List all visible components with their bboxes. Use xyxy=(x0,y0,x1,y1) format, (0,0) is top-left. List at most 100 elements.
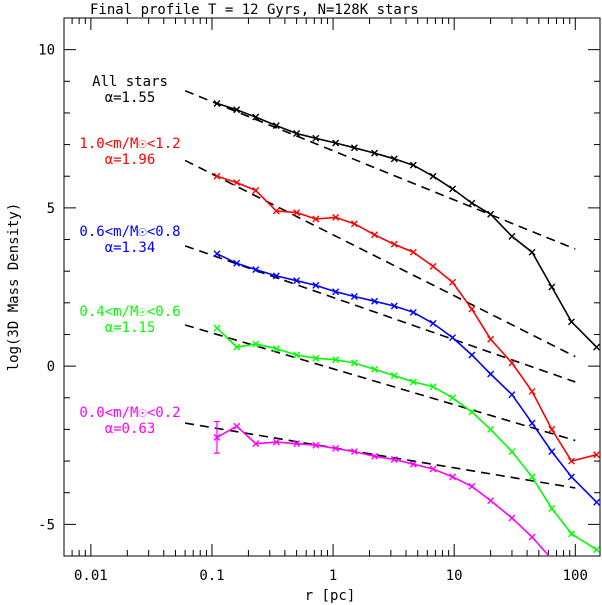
series-1 xyxy=(213,172,600,465)
data-point xyxy=(429,465,437,473)
data-point xyxy=(528,248,536,256)
data-point xyxy=(487,335,495,343)
data-point xyxy=(350,144,358,152)
data-point xyxy=(468,199,476,207)
data-point xyxy=(468,305,476,313)
fit-line xyxy=(184,159,576,358)
data-point xyxy=(312,281,320,289)
data-point xyxy=(350,448,358,456)
data-point xyxy=(252,266,260,274)
data-point xyxy=(371,149,379,157)
data-point xyxy=(508,232,516,240)
data-point xyxy=(272,122,280,130)
data-point xyxy=(350,220,358,228)
fit-line xyxy=(184,90,576,250)
data-point xyxy=(409,161,417,169)
data-point xyxy=(409,248,417,256)
data-point xyxy=(449,394,457,402)
series-label: 0.0<m/M☉<0.2 xyxy=(79,405,180,421)
data-point xyxy=(449,473,457,481)
series-line xyxy=(216,253,598,503)
data-point xyxy=(213,250,221,258)
data-point xyxy=(332,139,340,147)
data-point xyxy=(293,351,301,359)
data-point xyxy=(409,308,417,316)
data-point xyxy=(429,262,437,270)
data-point xyxy=(593,546,600,554)
data-point xyxy=(409,460,417,468)
series-line xyxy=(216,425,551,556)
series-label: 0.6<m/M☉<0.8 xyxy=(79,224,180,240)
data-point xyxy=(332,444,340,452)
data-point xyxy=(371,452,379,460)
data-point xyxy=(487,370,495,378)
series-alpha-label: α=1.34 xyxy=(105,240,156,256)
data-point xyxy=(293,440,301,448)
fit-lines xyxy=(184,90,576,489)
data-point xyxy=(567,457,575,465)
data-point xyxy=(390,372,398,380)
data-point xyxy=(548,555,555,556)
data-point xyxy=(233,259,241,267)
data-point xyxy=(252,186,260,194)
x-tick-label: 0.1 xyxy=(199,568,224,584)
data-point xyxy=(233,106,241,114)
series-alpha-label: α=0.63 xyxy=(105,421,156,437)
data-point xyxy=(312,215,320,223)
data-point xyxy=(468,351,476,359)
data-point xyxy=(312,441,320,449)
series-line xyxy=(216,327,598,551)
y-axis-label: log(3D Mass Density) xyxy=(6,203,22,372)
data-point xyxy=(449,334,457,342)
data-point xyxy=(272,272,280,280)
data-point xyxy=(233,343,241,351)
data-point xyxy=(312,134,320,142)
data-point xyxy=(293,209,301,217)
data-point xyxy=(528,387,536,395)
data-point xyxy=(468,408,476,416)
data-point xyxy=(390,302,398,310)
fit-line xyxy=(184,422,576,489)
data-point xyxy=(371,365,379,373)
data-point xyxy=(449,185,457,193)
data-point xyxy=(272,438,280,446)
data-point xyxy=(390,455,398,463)
data-point xyxy=(449,278,457,286)
fit-line xyxy=(184,324,576,442)
data-point xyxy=(213,324,221,332)
data-point xyxy=(487,210,495,218)
data-point xyxy=(252,440,260,448)
data-point xyxy=(487,425,495,433)
data-point xyxy=(528,473,536,481)
data-point xyxy=(332,213,340,221)
error-bar xyxy=(213,420,220,454)
data-point xyxy=(390,240,398,248)
data-curves xyxy=(213,99,600,556)
series-3 xyxy=(213,324,600,554)
data-point xyxy=(252,113,260,121)
data-point xyxy=(593,498,600,506)
data-point xyxy=(593,343,600,351)
data-point xyxy=(548,505,556,513)
series-alpha-label: α=1.96 xyxy=(105,152,156,168)
x-tick-label: 0.01 xyxy=(74,568,108,584)
data-point xyxy=(350,292,358,300)
series-4 xyxy=(213,420,555,556)
data-point xyxy=(371,297,379,305)
data-point xyxy=(548,283,556,291)
data-point xyxy=(548,448,556,456)
data-point xyxy=(371,231,379,239)
data-point xyxy=(487,497,495,505)
data-point xyxy=(593,451,600,459)
series-alpha-label: α=1.55 xyxy=(105,90,156,106)
data-point xyxy=(508,359,516,367)
data-point xyxy=(213,99,221,107)
data-point xyxy=(272,207,280,215)
series-2 xyxy=(213,250,600,506)
data-point xyxy=(429,172,437,180)
series-0 xyxy=(213,99,600,351)
data-point xyxy=(233,179,241,187)
data-point xyxy=(350,359,358,367)
